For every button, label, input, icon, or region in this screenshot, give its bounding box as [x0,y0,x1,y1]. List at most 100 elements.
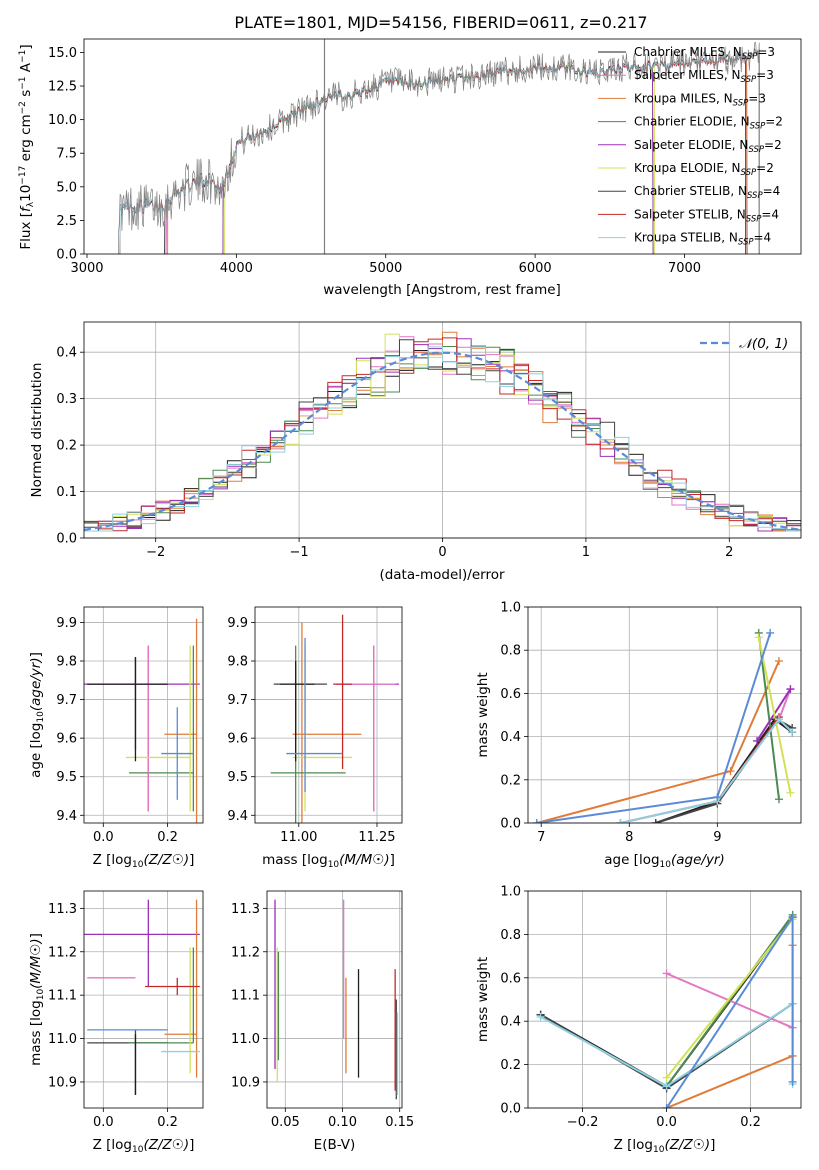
weight-marker [774,715,783,724]
weight_vs_Z-plot-area [536,910,797,1108]
mass_vs_Z-plot-area [84,899,200,1095]
weight_vs_Z-frame [527,890,802,1109]
weight-marker [774,795,783,804]
gaussian-legend-label: 𝒩(0, 1) [739,336,788,352]
weight-marker [662,969,671,978]
weight-marker [713,793,722,802]
age_vs_mass-panel: 11.00 11.25 9.4 9.5 9.6 9.7 9.8 9.9 [227,606,403,845]
y-tick-label: 12.5 [48,80,77,95]
legend-entry: Salpeter MILES, NSSP=3 [634,68,774,85]
model-spectrum-line [165,53,748,254]
mass_vs_Z-frame [83,890,204,1109]
residuals-plot-area [84,331,801,532]
weight_vs_age-frame [527,606,802,824]
x-tick-label: 8 [625,830,633,845]
weight-marker [752,736,761,745]
y-tick-label: 10.9 [231,1075,260,1090]
mass_vs_ebv-x-label: E(B-V) [314,1137,356,1153]
weight-marker [616,819,625,823]
y-tick-label: 11.3 [231,902,260,917]
legend-entry: Chabrier MILES, NSSP=3 [634,45,775,62]
y-tick-label: 0.8 [500,928,521,943]
y-tick-label: 0.0 [500,817,521,832]
age_vs_Z-y-label: age [log10(age/yr)] [28,652,46,778]
y-tick-label: 0.2 [500,1058,521,1073]
mass_vs_Z-x-label: Z [log10(Z/Z☉)] [93,1137,195,1155]
y-tick-label: 11.1 [231,989,260,1004]
x-tick-label: 0.0 [93,830,114,845]
weight-marker [754,633,763,642]
y-tick-label: 11.0 [231,1032,260,1047]
y-tick-label: 9.6 [227,732,248,747]
age_vs_Z-panel: 0.0 0.2 9.4 9.5 9.6 9.7 9.8 9.9 [56,606,204,845]
y-tick-label: 11.2 [48,945,77,960]
weight_vs_age-plot-area [532,628,797,823]
x-tick-label: 11.00 [280,830,317,845]
weight_vs_Z-y-label: mass weight [475,957,491,1042]
y-tick-label: 0.6 [500,687,521,702]
legend-entry: Kroupa MILES, NSSP=3 [634,91,766,108]
weight-marker [536,1012,545,1021]
y-tick-label: 9.4 [56,809,77,824]
x-tick-label: 0.05 [271,1115,300,1130]
y-tick-label: 0.2 [500,773,521,788]
y-tick-label: 10.0 [48,113,77,128]
y-tick-label: 0.4 [500,730,521,745]
y-tick-label: 11.0 [48,1032,77,1047]
x-tick-label: 0 [438,545,446,560]
y-tick-label: 9.7 [56,693,77,708]
y-tick-label: 0.4 [500,1015,521,1030]
legend-entry: Salpeter STELIB, NSSP=4 [634,207,779,224]
age_vs_Z-frame [83,606,204,824]
x-tick-label: 4000 [220,261,253,276]
weight-marker [766,628,775,637]
y-tick-label: 0.4 [56,346,77,361]
weight-marker [786,788,795,797]
model-spectrum-line [223,61,656,254]
model-spectrum-line [222,60,654,254]
figure-title: PLATE=1801, MJD=54156, FIBERID=0611, z=0… [234,13,647,32]
age_vs_mass-x-label: mass [log10(M/M☉)] [262,852,395,870]
y-tick-label: 0.1 [56,485,77,500]
y-tick-label: 9.8 [56,655,77,670]
y-tick-label: 11.3 [48,902,77,917]
y-tick-label: 9.9 [56,616,77,631]
y-tick-label: 1.0 [500,885,521,900]
weight-marker [532,819,541,823]
weight_vs_Z-panel: −0.2 0.0 0.2 0.0 0.2 0.4 0.6 0.8 1.0 [500,885,802,1130]
x-tick-label: 3000 [70,261,103,276]
age_vs_Z-x-label: Z [log10(Z/Z☉)] [93,852,195,870]
legend-entry: Chabrier ELODIE, NSSP=2 [634,115,783,132]
x-tick-label: 7 [537,830,545,845]
weight-line [620,717,793,823]
residuals-panel: −2 −1 0 1 2 0.0 0.1 0.2 0.3 0.4 [56,321,802,560]
y-tick-label: 1.0 [500,601,521,616]
weight-line [666,945,794,1108]
x-tick-label: 0.2 [157,1115,178,1130]
y-tick-label: 9.6 [56,732,77,747]
weight_vs_age-y-label: mass weight [475,672,491,757]
y-tick-label: 11.2 [231,945,260,960]
y-tick-label: 7.5 [56,147,77,162]
y-tick-label: 5.0 [56,180,77,195]
x-tick-label: 0.10 [328,1115,357,1130]
legend-entry: Kroupa ELODIE, NSSP=2 [634,161,774,178]
model-spectrum-line [164,54,747,254]
y-tick-label: 0.0 [56,532,77,547]
y-tick-label: 0.8 [500,644,521,659]
model-spectrum-line [222,60,654,254]
weight-line [665,918,794,1079]
weight-marker [662,1073,671,1082]
spectrum-panel: 3000 4000 5000 6000 7000 0.0 2.5 5.0 7.5 10.0 12.5… [48,38,802,276]
weight-marker [788,913,797,922]
x-tick-label: 9 [713,830,721,845]
x-tick-label: 0.2 [157,830,178,845]
y-tick-label: 9.4 [227,809,248,824]
y-tick-label: 9.9 [227,616,248,631]
weight-marker [786,685,795,694]
y-tick-label: 10.9 [48,1075,77,1090]
weight-marker [726,767,735,776]
legend-entry: Kroupa STELIB, NSSP=4 [634,231,771,248]
x-tick-label: 0.2 [740,1115,761,1130]
mass_vs_ebv-panel: 0.05 0.10 0.15 10.9 11.0 11.1 11.2 11.3 [231,890,414,1130]
